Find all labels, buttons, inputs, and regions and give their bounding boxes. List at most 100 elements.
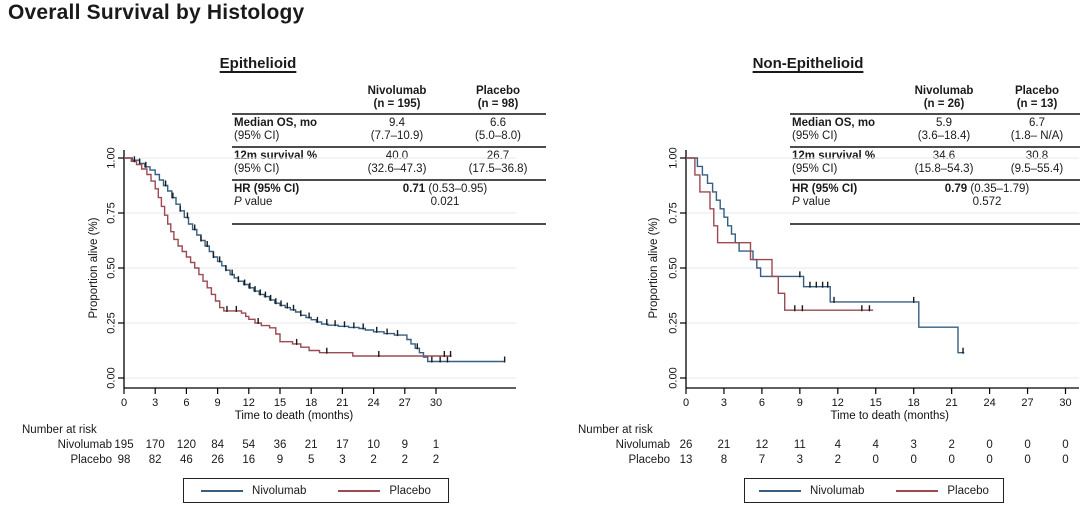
y-tick-label: 0.50: [106, 257, 118, 278]
y-tick-label: 0.75: [106, 202, 118, 223]
x-tick-label: 30: [430, 397, 442, 409]
x-tick-label: 0: [121, 397, 127, 409]
risk-count-nivolumab: 170: [145, 439, 165, 451]
km-curve-placebo: [686, 157, 874, 311]
risk-count-nivolumab: 0: [986, 439, 993, 451]
risk-count-placebo: 0: [872, 454, 879, 466]
x-tick-label: 6: [759, 397, 765, 409]
x-tick-label: 30: [1059, 397, 1071, 409]
x-tick-label: 15: [274, 397, 286, 409]
number-at-risk-heading: Number at risk: [578, 424, 653, 436]
risk-row-label-nivolumab: Nivolumab: [615, 439, 670, 451]
x-tick-label: 3: [152, 397, 158, 409]
legend-label-placebo: Placebo: [947, 484, 989, 497]
x-axis-title: Time to death (months): [831, 410, 950, 422]
x-tick-label: 12: [243, 397, 255, 409]
x-tick-label: 0: [683, 397, 689, 409]
risk-count-nivolumab: 0: [1062, 439, 1069, 451]
risk-count-placebo: 2: [370, 454, 377, 466]
nivolumab-line-swatch: [201, 489, 244, 492]
risk-count-placebo: 9: [276, 454, 284, 466]
risk-count-nivolumab: 4: [872, 439, 879, 451]
risk-count-placebo: 13: [679, 454, 693, 466]
km-plot-non-epithelioid: 0.00 0.25 0.50 0.75 1.00 0 3 6 9 12 15 18 21 24 27 30 Ti…: [648, 147, 1079, 422]
col-header-nivolumab: Nivolumab (n = 195): [367, 85, 427, 110]
risk-count-placebo: 0: [910, 454, 917, 466]
risk-count-nivolumab: 10: [367, 439, 380, 451]
placebo-line-swatch: [338, 489, 381, 492]
x-tick-label: 6: [183, 397, 189, 409]
risk-count-nivolumab: 84: [211, 439, 224, 451]
table-corner: [790, 85, 894, 111]
row-12m-survival: 12m survival % (95% CI) 40.0 (32.6–47.3) 2…: [232, 148, 546, 181]
risk-count-nivolumab: 21: [717, 439, 731, 451]
row-hr-pvalue: HR (95% CI) P value 0.79 (0.35–1.79) 0.5…: [792, 183, 1030, 208]
y-tick-label: 0.25: [106, 312, 118, 333]
y-axis-title: Proportion alive (%): [648, 217, 660, 318]
x-tick-label: 9: [797, 397, 803, 409]
risk-count-placebo: 3: [339, 454, 346, 466]
x-tick-label: 21: [336, 397, 348, 409]
risk-count-placebo: 0: [948, 454, 955, 466]
km-curve-nivolumab: [686, 157, 965, 354]
risk-count-nivolumab: 9: [401, 439, 408, 451]
km-curve-placebo: [124, 157, 452, 357]
col-header-placebo: Placebo (n = 13): [1014, 85, 1060, 110]
risk-count-placebo: 2: [432, 454, 440, 466]
x-tick-label: 24: [367, 397, 379, 409]
x-tick-label: 24: [983, 397, 995, 409]
placebo-line-swatch: [896, 489, 939, 492]
y-tick-label: 0.00: [106, 367, 118, 388]
risk-count-placebo: 0: [986, 454, 993, 466]
km-curve-nivolumab: [124, 157, 505, 363]
legend-label-nivolumab: Nivolumab: [252, 484, 307, 497]
risk-count-nivolumab: 17: [335, 439, 349, 451]
risk-count-nivolumab: 2: [948, 439, 955, 451]
x-axis-title: Time to death (months): [235, 410, 354, 422]
y-tick-label: 1.00: [106, 147, 118, 168]
risk-count-placebo: 8: [720, 454, 728, 466]
y-tick-label: 1.00: [668, 147, 680, 168]
risk-count-placebo: 26: [211, 454, 224, 466]
stats-table-epithelioid: Nivolumab (n = 195) Placebo (n = 98) Med…: [232, 84, 546, 225]
row-median-os: Median OS, mo (95% CI) 5.9 (3.6–18.4) 6.7(…: [790, 115, 1080, 148]
x-tick-label: 3: [721, 397, 727, 409]
legend-non-epithelioid: Nivolumab Placebo: [744, 478, 1004, 503]
x-tick-label: 18: [305, 397, 317, 409]
risk-row-label-placebo: Placebo: [70, 454, 112, 466]
x-tick-label: 12: [832, 397, 844, 409]
legend-epithelioid: Nivolumab Placebo: [183, 478, 449, 503]
risk-count-nivolumab: 120: [176, 439, 196, 451]
risk-count-placebo: 3: [796, 454, 804, 466]
risk-count-nivolumab: 4: [834, 439, 841, 451]
risk-count-nivolumab: 11: [793, 439, 806, 451]
risk-count-placebo: 98: [117, 454, 131, 466]
legend-label-nivolumab: Nivolumab: [810, 484, 865, 497]
x-tick-label: 27: [399, 397, 411, 409]
risk-count-nivolumab: 3: [910, 439, 917, 451]
y-axis-title: Proportion alive (%): [88, 217, 100, 318]
x-tick-label: 15: [870, 397, 882, 409]
row-hr-pvalue: HR (95% CI) P value 0.71 (0.53–0.95) 0.0…: [234, 183, 488, 208]
risk-count-nivolumab: 195: [114, 439, 134, 451]
risk-count-placebo: 0: [1024, 454, 1031, 466]
risk-row-label-placebo: Placebo: [628, 454, 670, 466]
risk-count-placebo: 2: [401, 454, 408, 466]
risk-row-label-nivolumab: Nivolumab: [57, 439, 112, 451]
panel-title-epithelioid: Epithelioid: [219, 55, 297, 72]
row-12m-survival: 12m survival % (95% CI) 34.6 (15.8–54.3) 3…: [790, 148, 1080, 181]
risk-count-placebo: 0: [1062, 454, 1069, 466]
risk-count-placebo: 7: [758, 454, 766, 466]
col-header-placebo: Placebo (n = 98): [475, 85, 521, 110]
table-corner: [232, 85, 344, 111]
y-tick-label: 0.50: [668, 257, 680, 278]
x-tick-label: 27: [1021, 397, 1033, 409]
risk-count-nivolumab: 0: [1024, 439, 1031, 451]
risk-count-placebo: 16: [242, 454, 256, 466]
km-plot-epithelioid: 0.00 0.25 0.50 0.75 1.00 0 3 6 9 12 15 18 21 24 27 30 Ti…: [88, 147, 516, 422]
x-tick-label: 9: [215, 397, 221, 409]
panel-title-non-epithelioid: Non-Epithelioid: [752, 55, 864, 72]
y-tick-label: 0.75: [668, 202, 680, 223]
row-median-os: Median OS, mo (95% CI) 9.4 (7.7–10.9) 6.6(…: [232, 115, 546, 148]
